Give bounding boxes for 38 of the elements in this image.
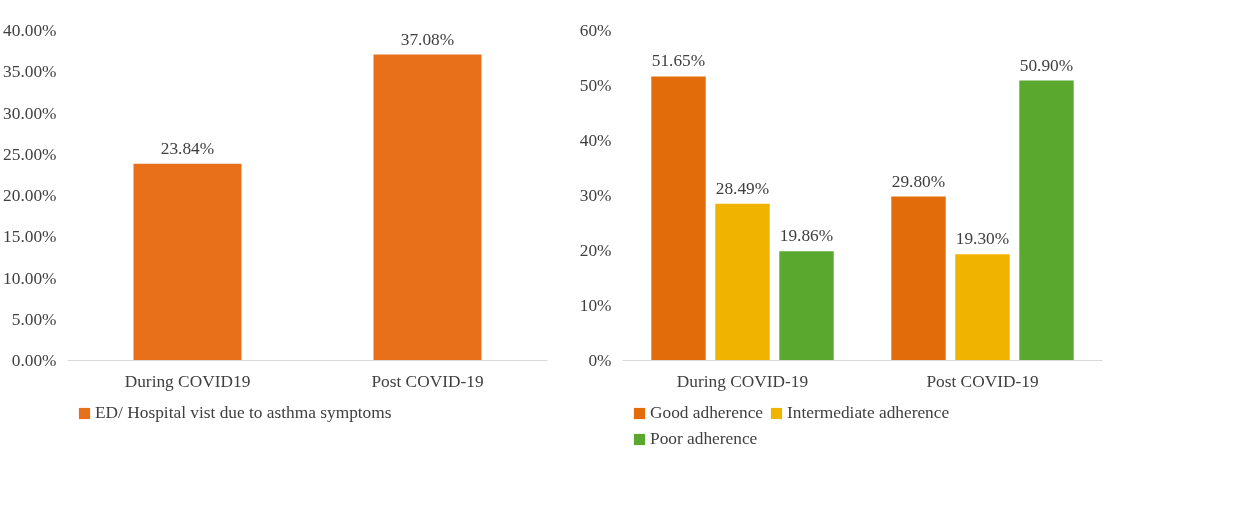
y-tick-label: 35.00% xyxy=(3,62,57,82)
data-label: 51.65% xyxy=(651,51,706,71)
y-tick-label: 50% xyxy=(579,76,612,95)
data-label: 37.08% xyxy=(400,29,455,49)
y-tick-label: 30.00% xyxy=(3,103,57,123)
legend-label: Intermediate adherence xyxy=(787,403,950,423)
legend-label: Poor adherence xyxy=(650,429,758,449)
legend-label: ED/ Hospital vist due to asthma symptoms xyxy=(95,403,392,423)
y-tick-label: 60% xyxy=(579,21,612,40)
data-label: 28.49% xyxy=(715,178,770,198)
bar xyxy=(779,251,834,361)
y-tick-label: 10.00% xyxy=(3,268,57,288)
y-tick-label: 10% xyxy=(579,296,612,315)
bar xyxy=(955,254,1010,361)
data-label: 19.30% xyxy=(955,229,1010,249)
y-tick-label: 20.00% xyxy=(3,186,57,205)
bar xyxy=(715,203,770,361)
y-tick-label: 15.00% xyxy=(3,227,57,247)
data-label: 23.84% xyxy=(160,138,215,158)
legend-label: Good adherence xyxy=(650,403,764,423)
y-tick-label: 20% xyxy=(579,241,612,260)
y-tick-label: 5.00% xyxy=(11,309,57,329)
data-label: 50.90% xyxy=(1019,55,1074,75)
y-tick-label: 25.00% xyxy=(3,144,57,164)
x-tick-label: Post COVID-19 xyxy=(926,371,1039,391)
data-label: 29.80% xyxy=(891,171,946,191)
y-tick-label: 0% xyxy=(588,351,612,370)
x-tick-label: Post COVID-19 xyxy=(371,371,484,391)
x-tick-label: During COVID19 xyxy=(124,371,251,391)
data-label: 19.86% xyxy=(779,226,834,246)
y-tick-label: 30% xyxy=(579,186,612,205)
y-tick-label: 40.00% xyxy=(3,21,57,40)
bar xyxy=(1019,80,1074,361)
bar xyxy=(651,76,706,361)
y-tick-label: 0.00% xyxy=(11,351,57,370)
y-tick-label: 40% xyxy=(579,131,612,150)
x-tick-label: During COVID-19 xyxy=(676,371,809,391)
bar xyxy=(891,196,946,361)
